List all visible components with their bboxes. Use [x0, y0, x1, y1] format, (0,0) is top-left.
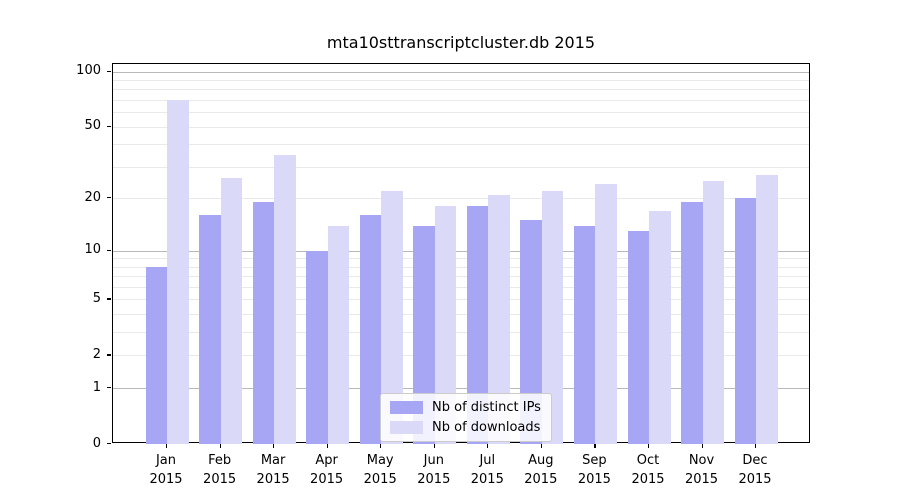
- x-tick-label-jun: Jun 2015: [417, 453, 451, 487]
- gridline-minor-7: [113, 276, 809, 278]
- legend-item-distinct-ips: Nb of distinct IPs: [390, 400, 541, 415]
- x-tick-mark-apr: [326, 444, 328, 448]
- chart-title: mta10sttranscriptcluster.db 2015: [326, 33, 596, 52]
- plot-area: Nb of distinct IPs Nb of downloads: [112, 63, 810, 444]
- y-tick-label-2: 2: [92, 346, 101, 362]
- gridline-minor-3: [113, 332, 809, 334]
- bar-downloads-dec: [756, 175, 778, 444]
- bar-distinct-ips-may: [359, 215, 382, 444]
- x-tick-label-aug: Aug 2015: [524, 453, 558, 487]
- gridline-minor-60: [113, 112, 809, 114]
- bar-distinct-ips-oct: [627, 231, 649, 444]
- legend-item-downloads: Nb of downloads: [390, 420, 541, 435]
- bar-distinct-ips-jul: [466, 206, 489, 444]
- y-tick-mark-100: [107, 70, 111, 72]
- bar-distinct-ips-apr: [306, 250, 328, 444]
- gridline-minor-80: [113, 89, 809, 91]
- legend-label-distinct-ips: Nb of distinct IPs: [432, 400, 541, 415]
- x-tick-label-apr: Apr 2015: [310, 453, 344, 487]
- bar-distinct-ips-nov: [681, 202, 703, 444]
- gridline-minor-90: [113, 80, 809, 81]
- x-tick-label-jul: Jul 2015: [470, 453, 504, 487]
- x-tick-mark-dec: [755, 444, 757, 448]
- legend-label-downloads: Nb of downloads: [432, 420, 541, 435]
- bar-downloads-oct: [649, 210, 671, 444]
- x-tick-mark-jan: [166, 444, 168, 448]
- bar-distinct-ips-aug: [520, 220, 542, 444]
- x-tick-label-may: May 2015: [363, 453, 397, 487]
- gridline-minor-40: [113, 144, 809, 146]
- x-tick-label-feb: Feb 2015: [203, 453, 237, 487]
- x-tick-mark-jul: [487, 444, 489, 448]
- y-tick-label-20: 20: [84, 189, 101, 205]
- y-tick-label-0: 0: [92, 435, 101, 451]
- gridline-minor-70: [113, 100, 809, 102]
- gridline-minor-5: [113, 299, 809, 301]
- gridline-minor-2: [113, 355, 809, 357]
- y-tick-mark-5: [107, 298, 111, 300]
- x-tick-mark-feb: [219, 444, 221, 448]
- x-tick-mark-jun: [433, 444, 435, 448]
- x-tick-label-jan: Jan 2015: [149, 453, 183, 487]
- x-tick-mark-oct: [648, 444, 650, 448]
- x-tick-mark-sep: [594, 444, 596, 448]
- x-tick-mark-may: [380, 444, 382, 448]
- x-tick-label-dec: Dec 2015: [738, 453, 772, 487]
- y-tick-mark-50: [107, 125, 111, 127]
- x-tick-mark-aug: [540, 444, 542, 448]
- bar-downloads-aug: [541, 191, 564, 444]
- bar-downloads-jan: [167, 100, 189, 444]
- bar-distinct-ips-jun: [413, 225, 435, 444]
- bar-distinct-ips-dec: [734, 198, 756, 444]
- bar-downloads-nov: [702, 181, 724, 444]
- bar-downloads-feb: [220, 178, 242, 444]
- gridline-major-10: [113, 250, 809, 252]
- bar-downloads-sep: [595, 184, 617, 444]
- bar-downloads-jul: [488, 194, 510, 444]
- x-tick-label-sep: Sep 2015: [577, 453, 611, 487]
- x-tick-label-nov: Nov 2015: [684, 453, 719, 487]
- y-tick-label-50: 50: [84, 118, 101, 134]
- gridline-minor-6: [113, 287, 809, 288]
- legend: Nb of distinct IPs Nb of downloads: [380, 393, 552, 442]
- legend-swatch-distinct-ips: [390, 401, 423, 414]
- legend-swatch-downloads: [390, 421, 423, 434]
- x-tick-mark-nov: [701, 444, 703, 448]
- y-tick-mark-1: [107, 387, 111, 389]
- bar-downloads-jun: [434, 206, 457, 444]
- bar-distinct-ips-mar: [252, 202, 275, 444]
- bar-downloads-apr: [327, 225, 350, 444]
- bar-downloads-may: [381, 191, 403, 444]
- gridline-minor-50: [113, 126, 809, 128]
- x-tick-mark-mar: [273, 444, 275, 448]
- gridline-minor-20: [113, 198, 809, 200]
- y-tick-mark-20: [107, 197, 111, 199]
- y-tick-label-5: 5: [92, 290, 101, 306]
- y-tick-mark-0: [107, 443, 111, 445]
- y-tick-mark-2: [107, 354, 111, 356]
- y-tick-label-100: 100: [76, 63, 101, 79]
- y-tick-label-1: 1: [92, 379, 101, 395]
- gridline-minor-4: [113, 314, 809, 316]
- y-tick-label-10: 10: [84, 242, 101, 257]
- x-tick-label-oct: Oct 2015: [631, 453, 665, 487]
- gridline-minor-30: [113, 166, 809, 168]
- x-tick-label-mar: Mar 2015: [256, 453, 290, 487]
- gridline-major-1: [113, 388, 809, 390]
- bar-downloads-mar: [274, 154, 296, 444]
- bar-distinct-ips-jan: [145, 266, 167, 444]
- gridline-major-100: [113, 71, 809, 73]
- bar-distinct-ips-sep: [573, 225, 596, 444]
- y-tick-mark-10: [107, 249, 111, 251]
- gridline-minor-9: [113, 258, 809, 260]
- gridline-minor-8: [113, 266, 809, 268]
- bar-distinct-ips-feb: [199, 215, 221, 444]
